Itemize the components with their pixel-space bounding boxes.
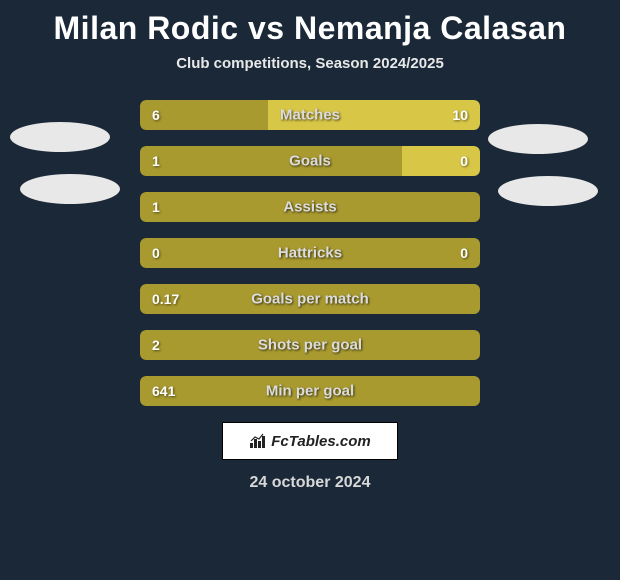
stat-label: Min per goal	[140, 383, 480, 400]
page-title: Milan Rodic vs Nemanja Calasan	[0, 0, 620, 47]
stat-row: 610Matches	[140, 100, 480, 130]
stat-row: 1Assists	[140, 192, 480, 222]
stat-row: 0.17Goals per match	[140, 284, 480, 314]
stat-label: Hattricks	[140, 245, 480, 262]
stat-label: Goals	[140, 153, 480, 170]
watermark-text: FcTables.com	[271, 433, 370, 450]
decorative-oval	[20, 174, 120, 204]
stat-label: Matches	[140, 107, 480, 124]
stat-row: 2Shots per goal	[140, 330, 480, 360]
stat-row: 10Goals	[140, 146, 480, 176]
watermark-box: FcTables.com	[222, 422, 398, 460]
chart-icon	[249, 433, 267, 449]
decorative-oval	[488, 124, 588, 154]
stat-label: Shots per goal	[140, 337, 480, 354]
stat-label: Goals per match	[140, 291, 480, 308]
decorative-oval	[10, 122, 110, 152]
stats-container: 610Matches 10Goals 1Assists 00Hattricks 0.17…	[140, 100, 480, 406]
date-line: 24 october 2024	[0, 474, 620, 492]
stat-row: 00Hattricks	[140, 238, 480, 268]
stat-label: Assists	[140, 199, 480, 216]
stat-row: 641Min per goal	[140, 376, 480, 406]
decorative-oval	[498, 176, 598, 206]
subtitle: Club competitions, Season 2024/2025	[0, 55, 620, 72]
